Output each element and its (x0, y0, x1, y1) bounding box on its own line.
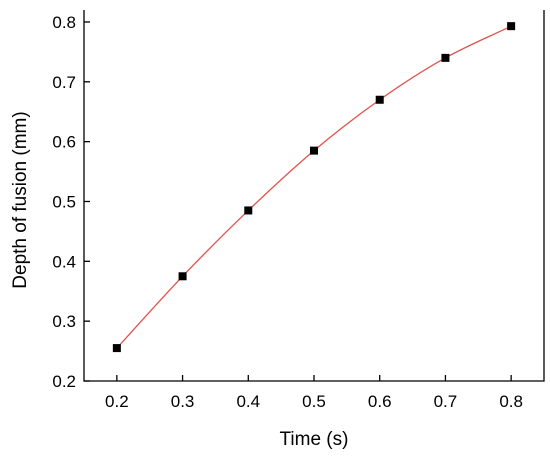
x-ticks: 0.2 0.3 0.4 0.5 0.6 0.7 0.8 (105, 375, 523, 411)
x-tick-label: 0.8 (499, 392, 523, 411)
data-point (178, 272, 187, 281)
y-tick-label: 0.3 (52, 312, 76, 331)
y-tick-label: 0.8 (52, 13, 76, 32)
y-tick-label: 0.2 (52, 372, 76, 391)
y-tick-label: 0.5 (52, 192, 76, 211)
data-point (375, 95, 384, 104)
x-tick-label: 0.5 (302, 392, 326, 411)
y-tick-label: 0.6 (52, 133, 76, 152)
data-point (507, 22, 516, 31)
x-tick-label: 0.4 (236, 392, 260, 411)
y-tick-label: 0.7 (52, 73, 76, 92)
axes (83, 10, 545, 382)
x-tick-label: 0.3 (171, 392, 195, 411)
x-tick-label: 0.7 (434, 392, 458, 411)
data-point (441, 53, 450, 62)
plot-frame (83, 10, 545, 382)
series-group (112, 22, 516, 353)
data-point (310, 146, 318, 155)
y-ticks: 0.2 0.3 0.4 0.5 0.6 0.7 0.8 (52, 13, 90, 391)
x-tick-label: 0.2 (105, 392, 129, 411)
x-axis-title: Time (s) (280, 429, 349, 450)
y-axis-title: Depth of fusion (mm) (10, 111, 31, 288)
data-point (244, 206, 253, 215)
y-tick-label: 0.4 (52, 252, 76, 271)
data-point (112, 344, 121, 353)
x-tick-label: 0.6 (368, 392, 392, 411)
fit-curve (116, 25, 512, 349)
